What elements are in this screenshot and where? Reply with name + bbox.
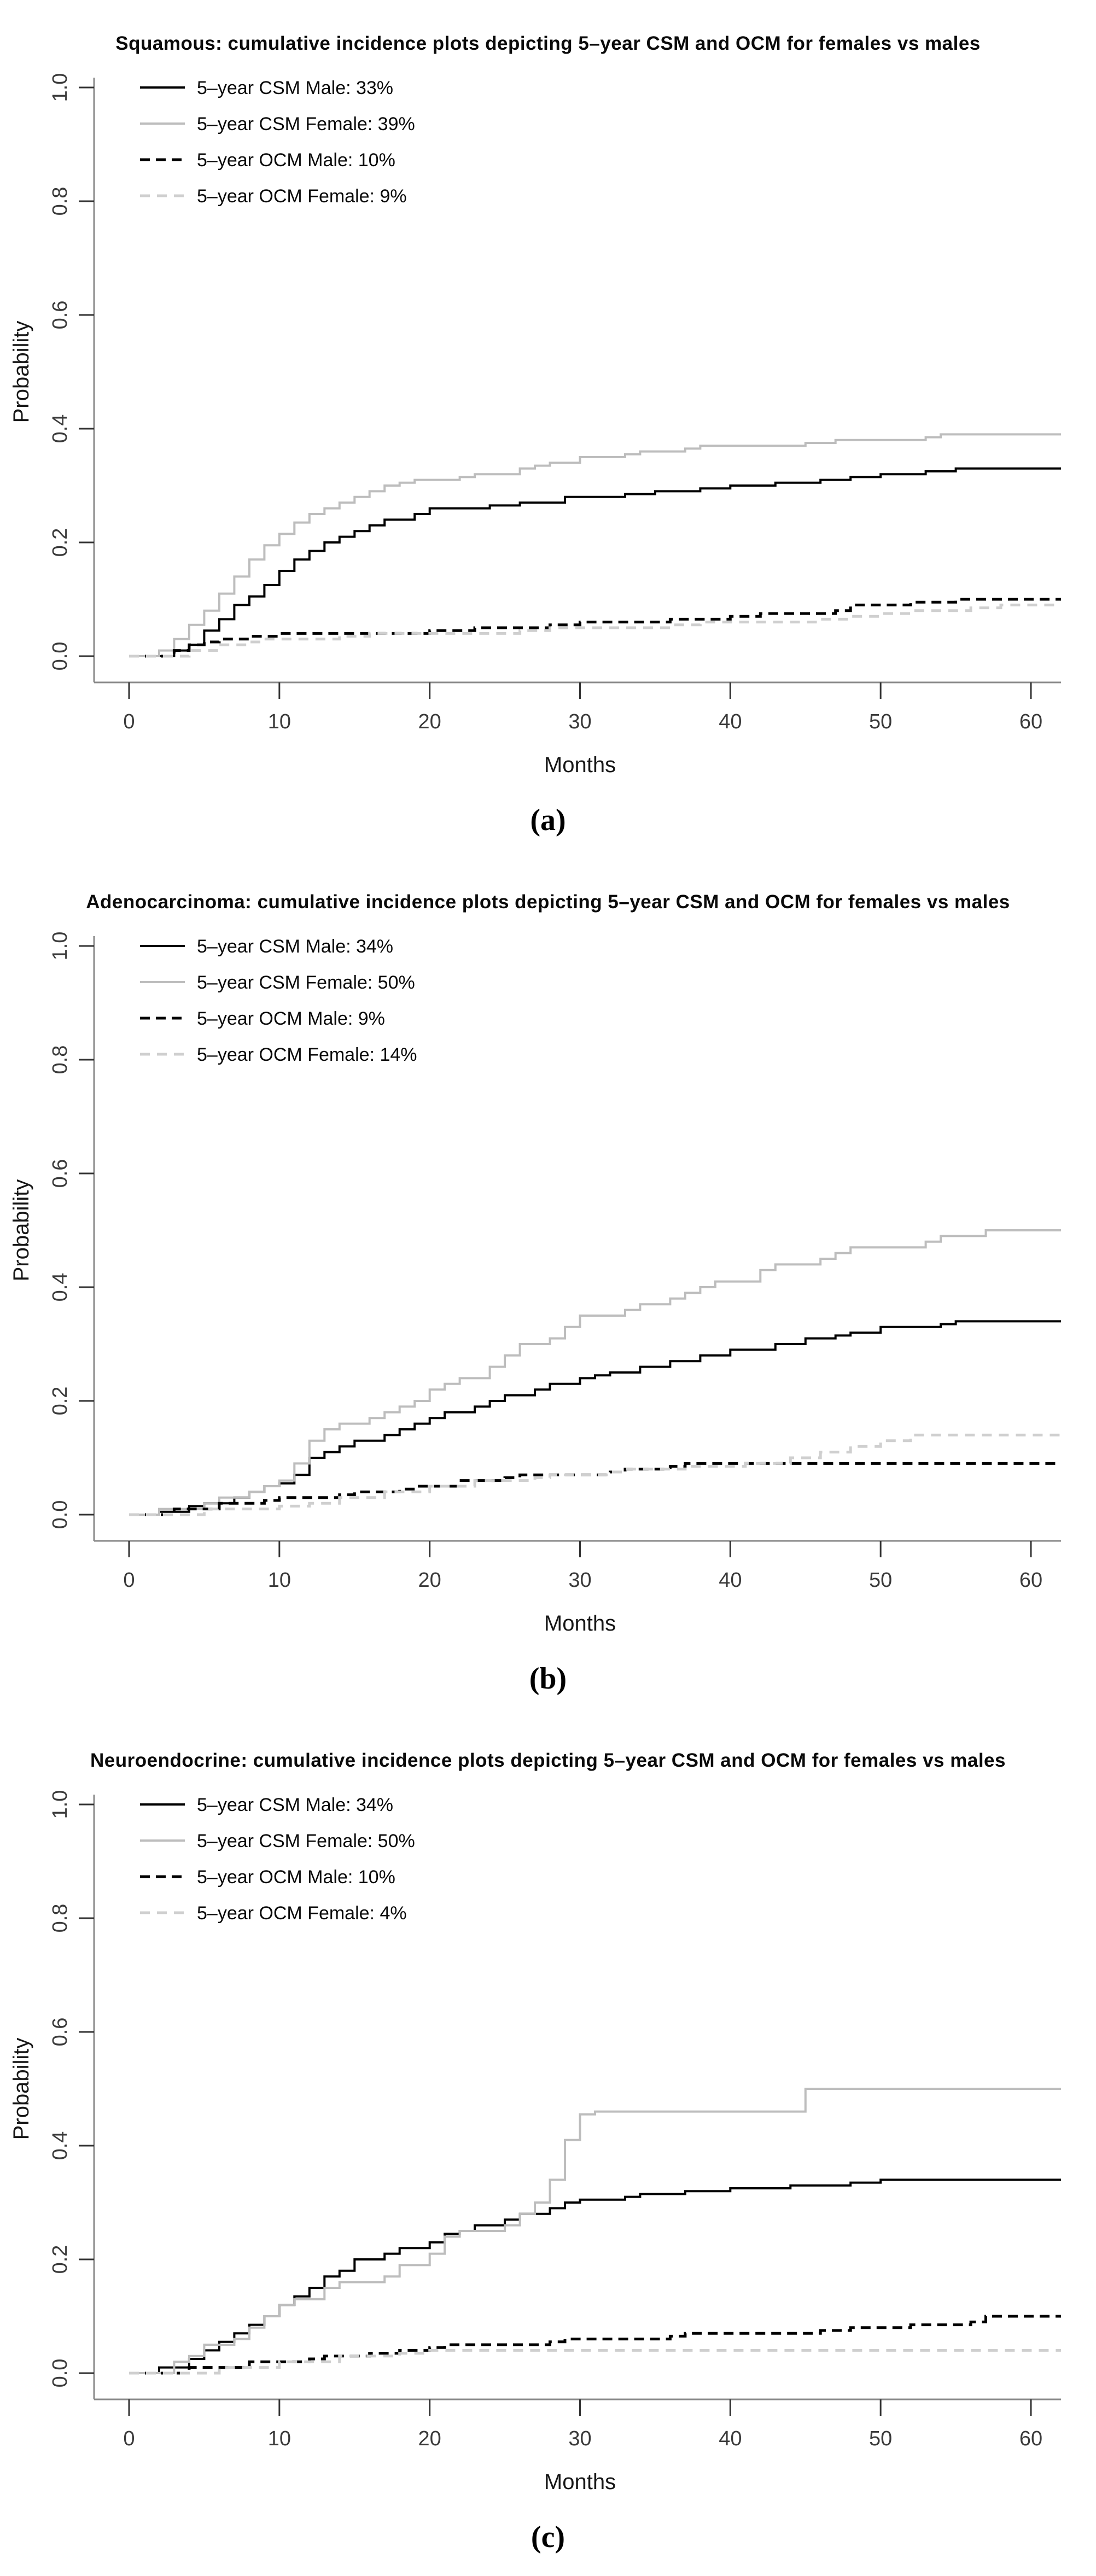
y-axis-title: Probability <box>9 2038 33 2140</box>
legend-label: 5–year OCM Female: 9% <box>197 186 407 207</box>
x-tick-label: 50 <box>869 2427 892 2450</box>
y-tick-label: 0.8 <box>49 1045 72 1074</box>
x-tick-label: 50 <box>869 710 892 733</box>
panel-c-plot: 0 10 20 30 40 50 60 0.0 0.2 0.4 0.6 0.8 1.0 Months Pro… <box>9 1790 1061 2494</box>
panel-b: Adenocarcinoma: cumulative incidence plo… <box>0 858 1096 1717</box>
panel-c-title: Neuroendocrine: cumulative incidence plo… <box>90 1750 1006 1771</box>
legend-label: 5–year CSM Female: 39% <box>197 114 415 135</box>
x-tick-label: 20 <box>418 1569 441 1592</box>
legend-label: 5–year CSM Male: 33% <box>197 78 393 98</box>
x-tick-label: 10 <box>268 710 291 733</box>
series-curve-0 <box>129 2178 1061 2374</box>
series-curve-3 <box>129 2349 1061 2375</box>
series-curve-2 <box>129 1462 1061 1516</box>
legend-label: 5–year OCM Male: 10% <box>197 150 395 171</box>
series-curve-3 <box>129 603 1061 658</box>
x-axis-title: Months <box>544 753 616 777</box>
series-curve-1 <box>129 433 1061 657</box>
y-tick-label: 0.0 <box>49 642 72 671</box>
legend-label: 5–year CSM Male: 34% <box>197 936 393 957</box>
y-tick-label: 0.2 <box>49 1387 72 1416</box>
legend-label: 5–year OCM Male: 10% <box>197 1867 395 1888</box>
x-tick-label: 40 <box>719 710 742 733</box>
y-axis-title: Probability <box>9 1179 33 1282</box>
y-tick-label: 0.2 <box>49 528 72 557</box>
legend-label: 5–year CSM Male: 34% <box>197 1795 393 1815</box>
legend-label: 5–year OCM Male: 9% <box>197 1008 385 1029</box>
x-axis-title: Months <box>544 2470 616 2494</box>
y-tick-label: 0.4 <box>49 1273 72 1302</box>
panel-a-caption: (a) <box>530 803 566 837</box>
series-curve-2 <box>129 598 1061 658</box>
series-curve-1 <box>129 1229 1061 1516</box>
legend-label: 5–year OCM Female: 4% <box>197 1903 407 1924</box>
series-curve-0 <box>129 467 1061 657</box>
panel-a-title: Squamous: cumulative incidence plots dep… <box>115 33 981 54</box>
y-tick-label: 1.0 <box>49 73 72 102</box>
x-tick-label: 10 <box>268 1569 291 1592</box>
series-curve-2 <box>129 2315 1061 2375</box>
y-tick-label: 0.0 <box>49 2359 72 2388</box>
x-tick-label: 10 <box>268 2427 291 2450</box>
y-tick-label: 0.6 <box>49 301 72 330</box>
y-tick-label: 0.8 <box>49 187 72 216</box>
x-tick-label: 60 <box>1019 2427 1042 2450</box>
x-tick-label: 60 <box>1019 1569 1042 1592</box>
y-tick-label: 0.4 <box>49 414 72 443</box>
panel-b-caption: (b) <box>529 1662 567 1696</box>
x-tick-label: 30 <box>568 1569 591 1592</box>
x-tick-label: 20 <box>418 2427 441 2450</box>
y-tick-label: 1.0 <box>49 1790 72 1819</box>
x-tick-label: 0 <box>123 710 135 733</box>
y-tick-label: 0.6 <box>49 2018 72 2047</box>
x-tick-label: 40 <box>719 1569 742 1592</box>
x-tick-label: 0 <box>123 1569 135 1592</box>
panel-c-caption: (c) <box>530 2520 566 2554</box>
y-axis-title: Probability <box>9 321 33 423</box>
legend-label: 5–year CSM Female: 50% <box>197 1831 415 1851</box>
x-tick-label: 60 <box>1019 710 1042 733</box>
x-tick-label: 0 <box>123 2427 135 2450</box>
y-tick-label: 1.0 <box>49 932 72 961</box>
y-tick-label: 0.8 <box>49 1904 72 1933</box>
panel-b-title: Adenocarcinoma: cumulative incidence plo… <box>86 891 1010 913</box>
panel-a-plot: 0 10 20 30 40 50 60 0.0 0.2 0.4 0.6 0.8 1.0 Months Pro… <box>9 73 1061 777</box>
series-curve-1 <box>129 2088 1061 2374</box>
x-tick-label: 40 <box>719 2427 742 2450</box>
x-tick-label: 50 <box>869 1569 892 1592</box>
y-tick-label: 0.4 <box>49 2131 72 2160</box>
x-tick-label: 20 <box>418 710 441 733</box>
x-tick-label: 30 <box>568 710 591 733</box>
y-tick-label: 0.2 <box>49 2245 72 2274</box>
panel-a: Squamous: cumulative incidence plots dep… <box>0 0 1096 858</box>
panel-c: Neuroendocrine: cumulative incidence plo… <box>0 1717 1096 2575</box>
legend-label: 5–year OCM Female: 14% <box>197 1044 417 1065</box>
y-tick-label: 0.0 <box>49 1500 72 1529</box>
series-curve-3 <box>129 1433 1061 1516</box>
legend-label: 5–year CSM Female: 50% <box>197 972 415 993</box>
y-tick-label: 0.6 <box>49 1159 72 1188</box>
panel-b-plot: 0 10 20 30 40 50 60 0.0 0.2 0.4 0.6 0.8 1.0 Months Pro… <box>9 932 1061 1635</box>
x-axis-title: Months <box>544 1611 616 1635</box>
x-tick-label: 30 <box>568 2427 591 2450</box>
